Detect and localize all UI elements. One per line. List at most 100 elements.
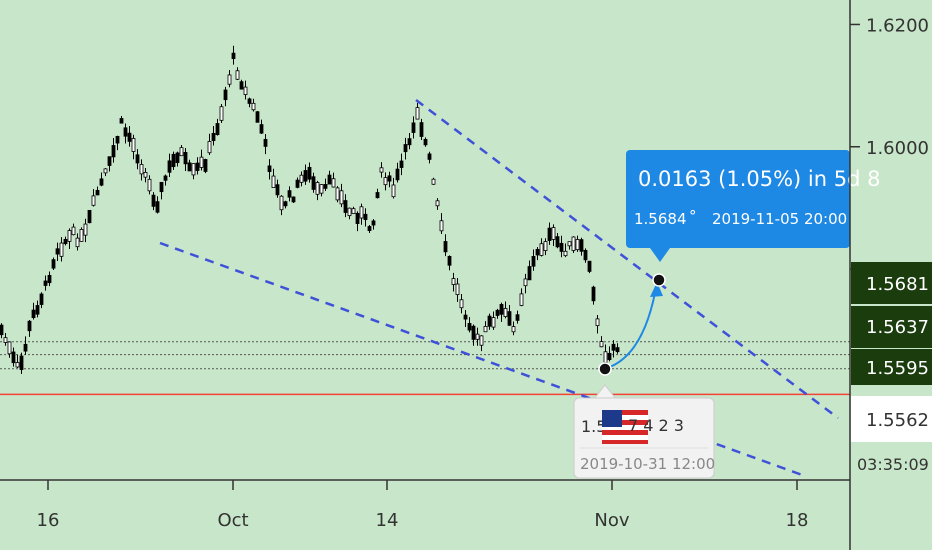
candle-body [487,315,492,327]
candle-body [287,190,292,198]
candle-body [167,160,172,173]
candle-body [227,74,232,85]
candle-body [99,178,104,186]
candles [0,45,620,374]
candle-body [103,168,108,174]
candle-body [95,189,100,196]
candle-body [427,153,432,160]
candle-body [191,163,196,176]
last-price-box [851,396,932,442]
level-label-box-1 [851,262,932,304]
candle-body [87,209,92,224]
candle-body [47,275,52,284]
candle-body [147,178,152,192]
event-popup[interactable]: 1.5 7 4 2 3 2019-10-31 12:00 [573,384,715,479]
candle-body [395,168,400,181]
candle-body [583,249,588,261]
candle-body [311,176,316,190]
candle-body [307,166,312,180]
projection-end-point[interactable] [652,273,666,287]
candle-body [135,154,140,164]
candle-body [0,324,4,336]
candle-body [603,351,608,363]
candle-body [31,309,36,319]
candle-body [119,118,124,124]
candle-body [431,178,436,185]
projection-label[interactable]: 0.0163 (1.05%) in 5d 8 1.5684 ° 2019-11-… [626,150,880,262]
x-tick-label: 14 [376,510,399,531]
candle-body [507,311,512,326]
candle-body [579,239,584,252]
candle-body [443,241,448,253]
candle-body [551,227,556,240]
candle-body [519,293,524,306]
candle-body [503,308,508,317]
candle-body [527,266,532,281]
candle-body [455,283,460,296]
candle-body [615,347,620,353]
candle-body [55,248,60,255]
candle-body [223,89,228,101]
candle-body [107,156,112,166]
candle-body [595,318,600,327]
candle-body [67,230,72,242]
candle-body [267,165,272,172]
candle-body [203,159,208,172]
candle-body [383,177,388,186]
x-tick-label: 18 [786,510,809,531]
candle-body [163,175,168,181]
candle-body [51,259,56,269]
candle-body [3,337,8,343]
projection-arrow [606,281,658,369]
y-tick-label: 1.6000 [866,138,929,159]
projection-start-point[interactable] [598,362,612,376]
level-label-2: 1.5637 [866,317,929,338]
candle-body [91,195,96,206]
candle-body [71,226,76,236]
candle-body [251,102,256,111]
candle-body [295,179,300,188]
candle-body [359,206,364,219]
candle-body [83,223,88,236]
candle-body [335,187,340,201]
popup-time: 2019-10-31 12:00 [580,455,715,473]
candle-body [479,335,484,346]
candle-body [423,138,428,146]
candle-body [459,299,464,309]
candle-body [279,195,284,211]
candle-body [143,172,148,178]
candle-body [515,314,520,321]
candle-body [179,147,184,157]
candle-body [391,184,396,198]
candle-body [599,341,604,348]
candle-body [419,122,424,137]
level-label-box-2 [851,306,932,348]
candle-body [323,184,328,189]
candle-body [327,174,332,185]
candle-body [195,162,200,171]
candle-body [259,124,264,134]
candle-body [207,141,212,154]
upper-trendline[interactable] [415,99,839,419]
x-axis-ticks: 16 Oct 14 Nov 18 [37,480,809,531]
lower-trendline[interactable] [159,241,806,478]
popup-value: 1.5 [581,417,606,436]
candle-body [331,178,336,188]
candle-body [567,241,572,247]
candle-body [367,226,372,231]
candle-body [499,304,504,315]
candle-body [511,326,516,333]
candle-body [559,242,564,252]
y-tick-label: 1.6200 [866,15,929,36]
projection-arrowhead [650,282,663,297]
candle-body [435,200,440,207]
candle-body [483,326,488,333]
candle-body [139,164,144,175]
candle-body [299,174,304,183]
projection-target-time: 2019-11-05 20:00 [712,210,847,228]
candle-body [471,325,476,340]
candle-body [475,333,480,340]
candle-body [575,239,580,251]
